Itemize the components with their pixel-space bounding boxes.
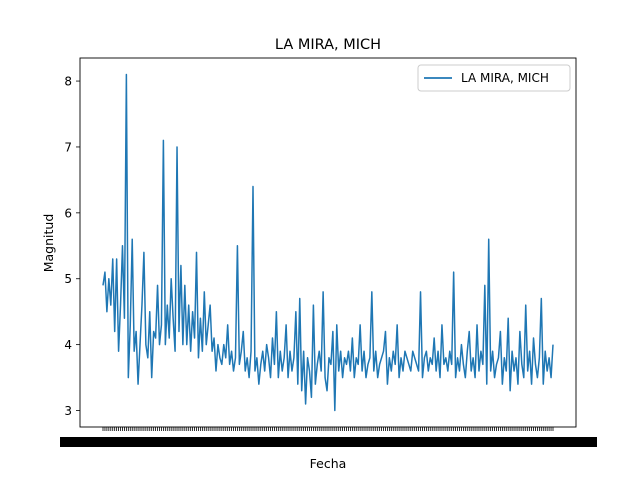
y-tick-label: 4 [64,338,72,352]
x-axis-label: Fecha [310,456,347,471]
plot-frame [79,57,577,428]
y-axis-label: Magnitud [41,214,56,273]
legend-entry: LA MIRA, MICH [461,71,549,85]
legend-box [417,64,571,92]
chart-title: LA MIRA, MICH [275,37,381,53]
legend: LA MIRA, MICH [417,64,571,92]
y-tick-label: 6 [64,206,72,220]
y-tick-label: 8 [64,75,72,89]
series-line-la-mira [102,73,554,412]
x-tick-label [588,437,597,447]
y-axis-ticks: 3 4 5 6 7 8 [64,75,80,418]
y-tick-label: 7 [64,140,72,154]
x-axis-ticks [60,427,597,447]
y-tick-label: 5 [64,272,72,286]
y-tick-label: 3 [64,404,72,418]
